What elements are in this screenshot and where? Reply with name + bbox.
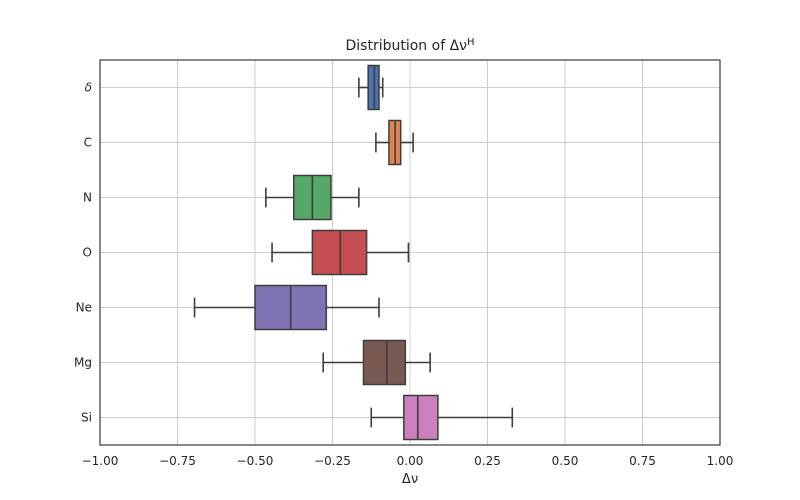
box-Ne [193, 284, 380, 331]
box-N [265, 174, 360, 221]
y-tick-label: Ne [76, 301, 92, 315]
box-iqr [403, 394, 439, 441]
chart-title: Distribution of ΔνH [346, 37, 475, 55]
x-tick-label: 1.00 [707, 454, 734, 468]
y-tick-label: N [83, 191, 92, 205]
box-Si [370, 394, 514, 441]
x-tick-label: 0.75 [629, 454, 656, 468]
x-tick-label: −0.75 [159, 454, 196, 468]
tick-labels: −1.00 −0.75 −0.50 −0.25 0.00 0.25 0.50 0.75 1.00… [74, 81, 733, 469]
y-tick-label: Mg [74, 356, 92, 370]
box-iqr [362, 339, 407, 386]
y-tick-label: C [84, 136, 92, 150]
box-C [375, 119, 414, 166]
chart-title-superscript: H [467, 37, 475, 48]
box-plot-marks [193, 64, 514, 441]
y-tick-label: Si [81, 411, 92, 425]
box-O [271, 229, 410, 276]
x-tick-label: −1.00 [82, 454, 119, 468]
box-Mg [322, 339, 431, 386]
box-δ [358, 64, 384, 111]
grid-lines [99, 60, 721, 445]
x-tick-label: −0.50 [237, 454, 274, 468]
plot-frame [99, 59, 721, 446]
x-tick-label: −0.25 [314, 454, 351, 468]
x-tick-label: 0.25 [474, 454, 501, 468]
x-tick-label: 0.00 [397, 454, 424, 468]
y-tick-label: O [83, 246, 92, 260]
chart-title-main: Distribution of Δν [346, 38, 468, 54]
x-axis-label: Δν [402, 472, 418, 487]
y-tick-label: δ [85, 81, 92, 95]
x-tick-label: 0.50 [552, 454, 579, 468]
